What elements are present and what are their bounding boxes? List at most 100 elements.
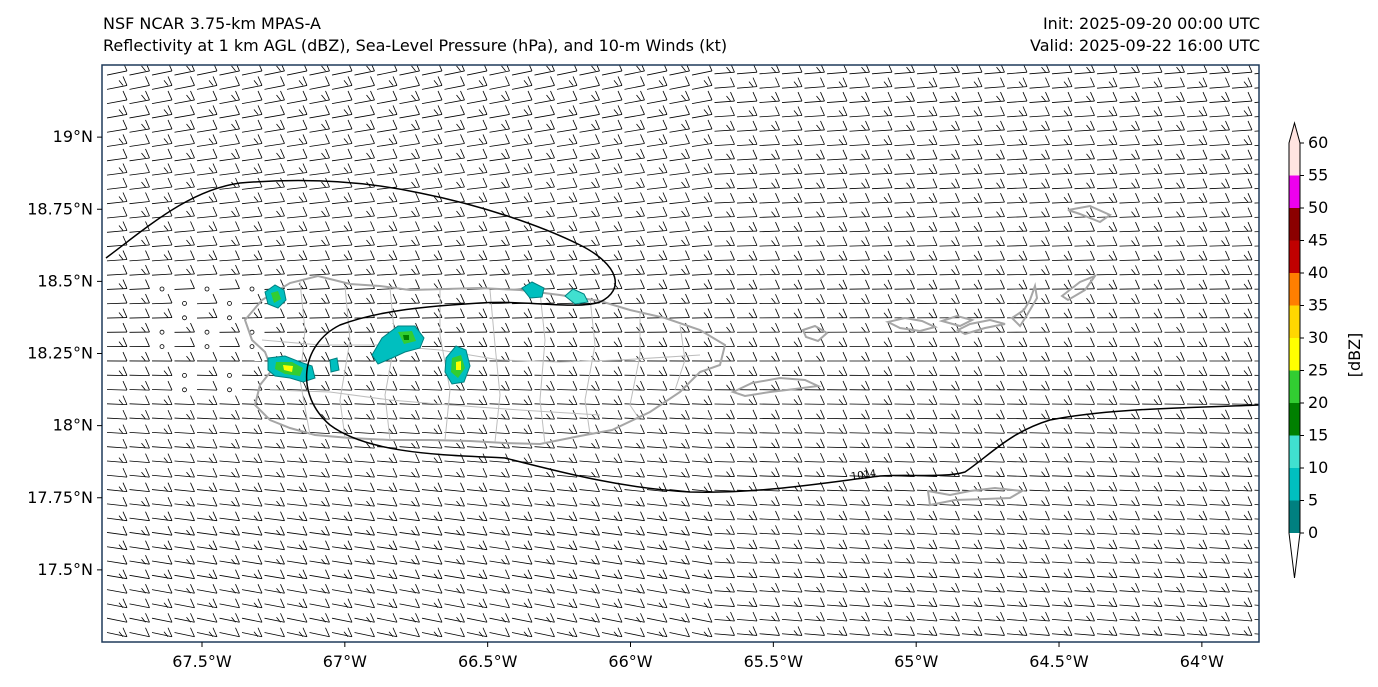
wind-barb (466, 192, 488, 205)
lat-tick-label: 17.5°N (37, 560, 93, 579)
wind-barb (601, 250, 623, 262)
colorbar-tick-label: 20 (1308, 393, 1328, 412)
wind-barb (331, 192, 353, 205)
wind-barb (241, 177, 263, 190)
wind-barb (894, 279, 915, 290)
wind-barb (309, 293, 330, 305)
wind-barb (444, 221, 465, 233)
colorbar-segment (1289, 403, 1300, 436)
wind-barb (736, 65, 758, 75)
wind-barb (871, 192, 893, 204)
wind-barb (894, 207, 915, 218)
wind-barb (781, 65, 803, 75)
wind-barb (691, 90, 713, 105)
wind-barb (691, 308, 713, 319)
wind-barb (511, 163, 533, 176)
wind-barb (961, 149, 983, 161)
wind-barb (826, 106, 848, 118)
wind-barb (196, 235, 218, 247)
lon-tick-label: 67°W (323, 652, 367, 671)
colorbar-tick-label: 55 (1308, 166, 1328, 185)
wind-barb (466, 177, 488, 190)
wind-barb (1051, 279, 1073, 290)
wind-barb (1141, 106, 1163, 118)
wind-barb (916, 279, 938, 290)
calm-wind-marker (182, 300, 187, 306)
wind-barb (669, 221, 690, 233)
wind-barb (849, 221, 870, 233)
wind-barb (714, 135, 735, 147)
wind-barb (984, 178, 1005, 190)
wind-barb (714, 236, 735, 247)
wind-barb (871, 221, 893, 233)
wind-barb (1119, 294, 1140, 304)
wind-barb (106, 264, 128, 276)
wind-barb (309, 76, 330, 90)
wind-barb (646, 76, 668, 90)
wind-barb (1029, 322, 1050, 333)
wind-barb (1186, 279, 1208, 290)
wind-barb (331, 76, 353, 90)
wind-barb (624, 250, 645, 262)
colorbar-tick-label: 5 (1308, 491, 1318, 510)
wind-barb (264, 308, 285, 319)
wind-barb (1051, 250, 1073, 261)
wind-barb (264, 119, 285, 133)
wind-barb (1096, 91, 1118, 103)
wind-barb (1141, 65, 1163, 75)
wind-barb (1096, 322, 1118, 333)
wind-barb (286, 177, 308, 190)
wind-barb (1254, 231, 1259, 233)
wind-barb (264, 192, 285, 205)
wind-barb (826, 265, 848, 276)
wind-barb (781, 77, 803, 89)
wind-barb (1186, 106, 1208, 118)
wind-barb (646, 293, 668, 305)
wind-barb (781, 91, 803, 103)
colorbar-extension-low (1289, 533, 1300, 578)
wind-barb (1006, 322, 1028, 333)
wind-barb (714, 65, 735, 75)
wind-barb (669, 119, 690, 133)
wind-barb (309, 279, 330, 290)
wind-barb (646, 250, 668, 262)
wind-barb (804, 120, 825, 132)
wind-barb (1051, 106, 1073, 118)
wind-barb (1119, 192, 1140, 204)
wind-barb (1029, 250, 1050, 261)
wind-barb (871, 236, 893, 247)
wind-barb (196, 221, 218, 233)
wind-barb (849, 294, 870, 304)
lon-tick-label: 64°W (1180, 652, 1224, 671)
wind-barb (489, 177, 510, 190)
wind-barb (984, 65, 1005, 75)
wind-barb (826, 164, 848, 175)
wind-barb (219, 250, 240, 262)
wind-barb (1029, 106, 1050, 118)
wind-barb (916, 135, 938, 147)
wind-barb (1096, 236, 1118, 247)
wind-barb (1141, 91, 1163, 103)
wind-barb (534, 221, 555, 233)
wind-barb (916, 192, 938, 204)
wind-barb (399, 192, 420, 205)
wind-barb (646, 90, 668, 105)
wind-barb (916, 120, 938, 132)
wind-barb (1006, 279, 1028, 290)
wind-barb (556, 221, 578, 233)
wind-barb (1119, 106, 1140, 118)
wind-barb (736, 178, 758, 190)
wind-barb (1164, 164, 1185, 175)
wind-barb (331, 90, 353, 105)
wind-barb (781, 279, 803, 290)
wind-barb (241, 76, 263, 90)
wind-barb (1164, 106, 1185, 118)
wind-barb (691, 293, 713, 305)
wind-barb (331, 134, 353, 147)
wind-barb (871, 164, 893, 175)
wind-barb (894, 106, 915, 118)
wind-barb (174, 322, 195, 333)
wind-barb (939, 65, 960, 75)
wind-barb (601, 221, 623, 233)
wind-barb (669, 65, 690, 76)
